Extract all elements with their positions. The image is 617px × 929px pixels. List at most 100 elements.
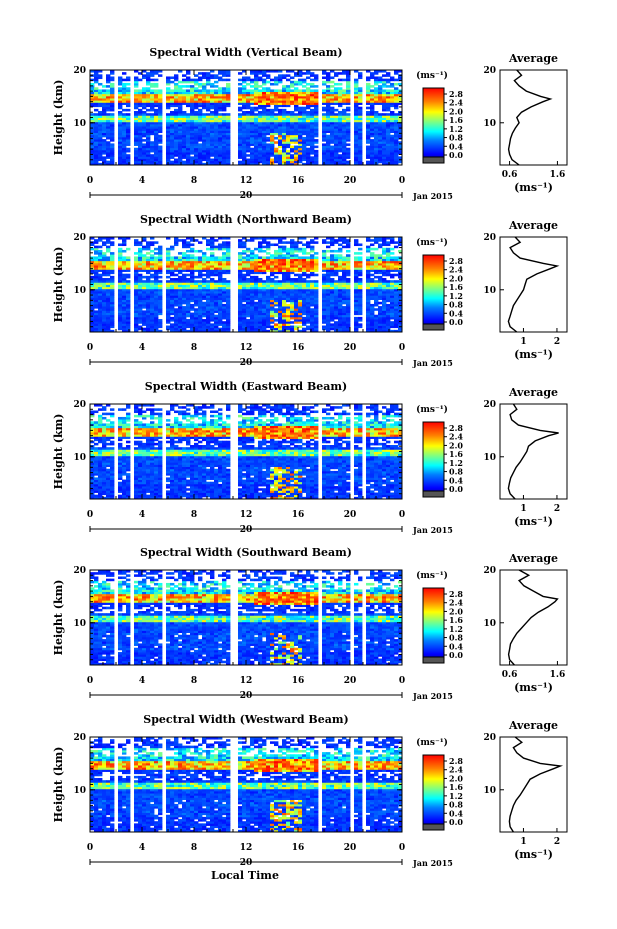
heatmap-cell [358,158,363,162]
heatmap-cell [158,269,163,272]
heatmap-cell [154,145,159,149]
heatmap-cell [302,119,307,123]
heatmap-cell [246,95,251,99]
heatmap-cell [178,102,183,105]
heatmap-cell [90,104,95,108]
heatmap-cell [302,139,307,142]
heatmap-cell [378,70,383,73]
heatmap-cell [94,128,99,131]
heatmap-cell [246,254,251,257]
heatmap-cell [182,162,187,166]
heatmap-cell [302,243,307,247]
heatmap-cell [314,152,319,155]
heatmap-cell [374,152,379,155]
heatmap-cell [218,134,223,138]
heatmap-cell [154,310,159,313]
heatmap-cell [262,136,267,140]
heatmap-cell [210,70,215,73]
heatmap-cell [154,256,159,259]
heatmap-cell [386,154,391,157]
heatmap-cell [102,102,107,105]
heatmap-cell [354,128,359,131]
heatmap-cell [126,237,131,240]
heatmap-cell [150,295,155,298]
heatmap-cell [222,241,227,244]
heatmap-cell [98,130,103,134]
heatmap-cell [122,323,127,326]
heatmap-cell [222,100,227,103]
heatmap-cell [226,74,231,77]
heatmap-cell [138,295,143,298]
heatmap-cell [190,132,195,136]
heatmap-cell [258,113,263,116]
heatmap-cell [174,130,179,134]
heatmap-cell [90,293,95,296]
heatmap-cell [190,141,195,144]
heatmap-cell [142,87,147,90]
heatmap-cell [214,162,219,166]
heatmap-cell [146,284,151,288]
heatmap-cell [290,76,295,80]
heatmap-cell [314,149,319,153]
heatmap-cell [322,132,327,136]
heatmap-cell [266,143,271,146]
heatmap-cell [102,95,107,99]
heatmap-cell [182,280,187,283]
heatmap-cell [110,321,115,324]
heatmap-cell [394,100,399,103]
heatmap-cell [322,130,327,134]
heatmap-cell [94,89,99,92]
heatmap-cell [358,149,363,153]
heatmap-cell [198,147,203,151]
heatmap-cell [334,239,339,242]
heatmap-cell [94,303,99,307]
heatmap-cell [158,128,163,131]
heatmap-cell [306,241,311,244]
heatmap-cell [194,143,199,146]
heatmap-cell [242,117,247,121]
heatmap-cell [398,76,403,80]
heatmap-cell [158,249,163,253]
heatmap-cell [290,123,295,127]
heatmap-cell [250,147,255,151]
heatmap-cell [306,147,311,151]
heatmap-cell [258,149,263,153]
heatmap-cell [142,132,147,136]
heatmap-cell [90,260,95,264]
heatmap-cell [254,158,259,162]
heatmap-cell [166,267,171,270]
heatmap-cell [166,113,171,116]
heatmap-cell [330,132,335,136]
heatmap-cell [106,154,111,157]
heatmap-cell [166,98,171,101]
heatmap-cell [266,154,271,157]
heatmap-cell [166,126,171,129]
heatmap-cell [378,158,383,162]
heatmap-cell [190,108,195,112]
heatmap-cell [198,139,203,142]
heatmap-cell [170,325,175,329]
heatmap-cell [206,247,211,251]
heatmap-cell [154,312,159,316]
heatmap-cell [182,141,187,144]
heatmap-cell [278,143,283,146]
heatmap-cell [266,156,271,159]
heatmap-cell [174,286,179,290]
heatmap-cell [186,286,191,290]
heatmap-cell [106,156,111,159]
heatmap-cell [122,295,127,298]
heatmap-cell [250,149,255,153]
heatmap-cell [102,265,107,268]
heatmap-cell [178,134,183,138]
heatmap-cell [258,256,263,259]
heatmap-cell [98,280,103,283]
heatmap-cell [146,267,151,270]
heatmap-cell [170,113,175,116]
heatmap-cell [302,117,307,121]
heatmap-cell [182,132,187,136]
panel-0: Spectral Width (Vertical Beam)2010Height… [52,46,568,201]
heatmap-cell [190,327,195,331]
heatmap-cell [378,85,383,88]
heatmap-cell [110,258,115,262]
heatmap-cell [150,293,155,296]
